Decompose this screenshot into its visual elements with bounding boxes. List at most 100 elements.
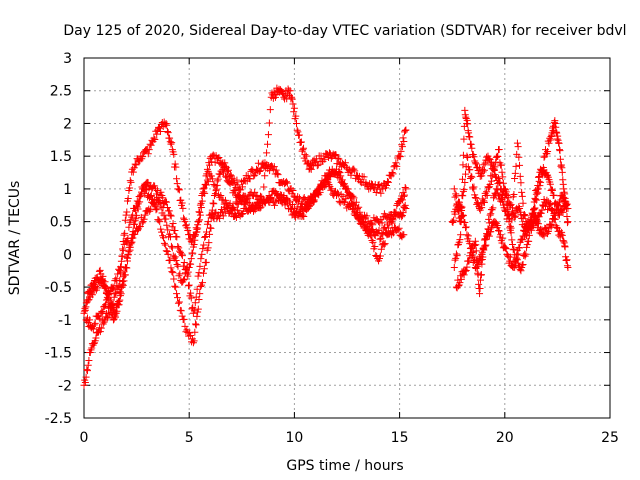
data-point-marker [479,168,487,176]
data-point-marker [274,171,282,179]
data-point-marker [506,253,514,261]
data-point-marker [466,166,474,174]
data-point-marker [342,185,350,193]
data-point-marker [222,173,230,181]
data-point-marker [97,324,105,332]
data-point-marker [400,231,408,239]
data-point-marker [233,199,241,207]
data-point-marker [202,233,210,241]
data-point-marker [132,215,140,223]
data-point-marker [179,204,187,212]
data-point-marker [461,219,469,227]
data-point-marker [523,241,531,249]
data-point-marker [194,224,202,232]
data-point-marker [293,119,301,127]
data-point-marker [157,225,165,233]
data-point-marker [558,207,566,215]
data-point-marker [485,215,493,223]
data-point-marker [239,192,247,200]
data-point-marker [509,204,517,212]
data-point-marker [99,320,107,328]
data-point-marker [402,126,410,134]
data-point-marker [348,206,356,214]
data-point-marker [480,197,488,205]
data-point-marker [346,191,354,199]
data-point-marker [381,240,389,248]
data-point-marker [368,180,376,188]
data-point-marker [520,232,528,240]
data-point-marker [191,328,199,336]
data-point-marker [264,140,272,148]
data-point-marker [556,155,564,163]
chart-title: Day 125 of 2020, Sidereal Day-to-day VTE… [63,23,626,39]
data-point-marker [551,211,559,219]
data-point-marker [208,158,216,166]
data-point-marker [198,250,206,258]
data-point-marker [286,87,294,95]
data-point-marker [469,248,477,256]
data-point-marker [516,172,524,180]
data-point-marker [328,165,336,173]
data-point-marker [555,139,563,147]
data-point-marker [170,150,178,158]
data-point-marker [518,235,526,243]
data-point-marker [96,328,104,336]
data-point-marker [545,139,553,147]
data-point-marker [153,205,161,213]
data-point-marker [241,200,249,208]
data-point-marker [302,152,310,160]
data-point-marker [483,191,491,199]
data-point-marker [498,239,506,247]
data-point-marker [487,210,495,218]
data-point-marker [187,289,195,297]
data-point-marker [377,245,385,253]
data-point-marker [158,228,166,236]
data-point-marker [376,235,384,243]
data-point-marker [167,212,175,220]
data-point-marker [187,294,195,302]
data-point-marker [457,213,465,221]
data-point-marker [384,178,392,186]
data-point-marker [455,207,463,215]
data-point-marker [233,176,241,184]
data-point-marker [528,209,536,217]
data-point-marker [175,244,183,252]
data-point-marker [164,129,172,137]
data-point-marker [555,202,563,210]
data-point-marker [219,212,227,220]
data-point-marker [470,153,478,161]
data-point-marker [171,253,179,261]
data-point-marker [271,201,279,209]
data-point-marker [204,178,212,186]
data-point-marker [272,166,280,174]
data-point-marker [160,239,168,247]
data-point-marker [459,151,467,159]
data-point-marker [504,211,512,219]
series-track-4 [84,176,408,319]
data-point-marker [499,173,507,181]
data-point-marker [480,198,488,206]
data-point-marker [221,172,229,180]
y-tick-labels: -2.5 -2 -1.5 -1 -0.5 0 0.5 1 1.5 2 2.5 3 [45,51,72,427]
data-point-marker [399,134,407,142]
data-point-marker [239,210,247,218]
data-point-marker [147,141,155,149]
data-point-marker [184,272,192,280]
data-point-marker [226,171,234,179]
data-point-marker [273,170,281,178]
data-point-marker [180,276,188,284]
data-point-marker [294,128,302,136]
data-point-marker [279,193,287,201]
x-tick-label: 15 [391,430,409,446]
data-point-marker [400,192,408,200]
data-point-marker [295,131,303,139]
data-point-marker [490,166,498,174]
data-point-marker [563,200,571,208]
data-point-marker [156,218,164,226]
data-point-marker [192,320,200,328]
data-point-marker [173,175,181,183]
data-point-marker [520,211,528,219]
plot-frame [83,57,611,419]
data-point-marker [507,201,515,209]
series-track-7 [452,165,570,298]
